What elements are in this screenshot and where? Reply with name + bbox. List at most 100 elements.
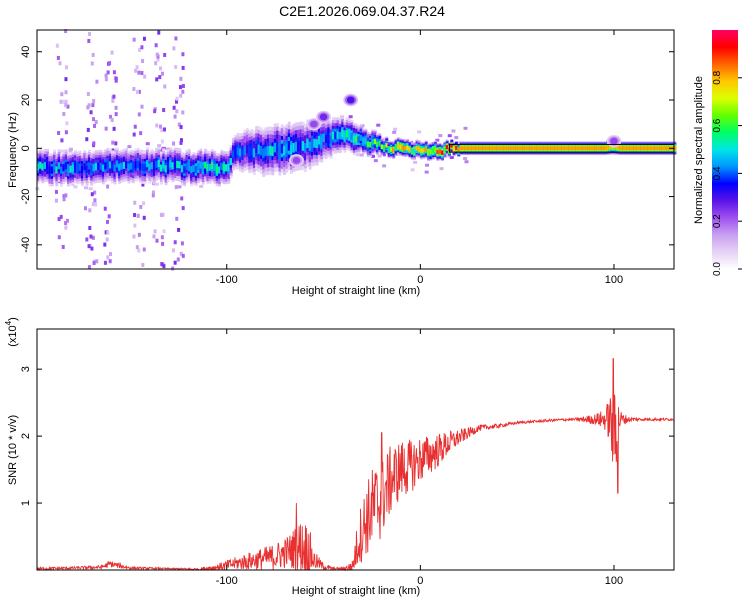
spectrogram-noise-speck bbox=[112, 126, 116, 131]
spectrogram-cell bbox=[352, 135, 356, 143]
spectrogram-band-layer bbox=[36, 93, 677, 187]
spectrogram-noise-speck bbox=[155, 52, 159, 57]
spectrogram-noise-speck bbox=[108, 259, 112, 264]
spectrogram-cell bbox=[132, 163, 135, 171]
spectrogram-noise-speck bbox=[64, 65, 68, 70]
spectrogram-cell bbox=[313, 138, 317, 148]
spectrogram-noise-speck bbox=[90, 61, 94, 66]
spectrogram-cell bbox=[492, 146, 496, 151]
colorbar-gradient bbox=[712, 30, 738, 269]
spectrogram-noise-speck bbox=[55, 43, 59, 48]
spectrogram-noise-speck bbox=[86, 105, 90, 110]
spectrogram-cell bbox=[561, 146, 565, 151]
spectrogram-cell bbox=[341, 129, 345, 137]
spectrogram-cell bbox=[208, 163, 212, 171]
spectrogram-noise-speck bbox=[137, 48, 141, 53]
spectrogram-noise-speck bbox=[64, 130, 68, 135]
spectrogram-cell bbox=[594, 146, 598, 151]
spectrogram-cell bbox=[290, 144, 293, 155]
spectrogram-cell bbox=[83, 163, 87, 171]
spectrogram-cell bbox=[429, 149, 433, 155]
spectrogram-cell bbox=[73, 162, 77, 171]
spectrogram-cell bbox=[599, 146, 602, 151]
spectrogram-cell bbox=[55, 166, 59, 174]
spectrogram-cell bbox=[85, 165, 89, 173]
spectrogram-noise-speck bbox=[454, 136, 459, 140]
spectrogram-noise-speck bbox=[174, 36, 178, 41]
spectrogram-cell bbox=[517, 146, 521, 151]
spectrogram-x-tick-label: -100 bbox=[216, 274, 238, 286]
spectrogram-cell bbox=[461, 146, 465, 151]
spectrogram-cell bbox=[408, 147, 412, 152]
spectrogram-noise-speck bbox=[110, 117, 114, 122]
spectrogram-cell bbox=[513, 146, 517, 151]
spectrogram-cell bbox=[57, 162, 61, 170]
spectrogram-cell bbox=[422, 148, 426, 153]
spectrogram-noise-speck bbox=[464, 160, 469, 164]
spectrogram-noise-speck bbox=[95, 259, 99, 264]
spectrogram-noise-speck bbox=[175, 216, 179, 221]
spectrogram-cell bbox=[362, 138, 365, 145]
spectrogram-cell bbox=[173, 160, 177, 168]
spectrogram-noise-speck bbox=[111, 98, 115, 103]
spectrogram-cell bbox=[510, 146, 514, 151]
spectrogram-noise-speck bbox=[59, 214, 63, 219]
spectrogram-cell bbox=[420, 148, 424, 153]
spectrogram-cell bbox=[310, 139, 314, 149]
spectrogram-cell bbox=[480, 146, 484, 151]
spectrogram-cell bbox=[264, 146, 268, 157]
spectrogram-noise-speck bbox=[54, 189, 58, 194]
spectrogram-cell bbox=[529, 146, 533, 151]
spectrogram-cell bbox=[606, 145, 609, 150]
spectrogram-noise-speck bbox=[159, 66, 163, 71]
spectrogram-cell bbox=[385, 143, 389, 148]
figure-title: C2E1.2026.069.04.37.R24 bbox=[279, 3, 445, 19]
spectrogram-cell bbox=[185, 162, 189, 170]
snr-scale-prefix: (x10 bbox=[7, 325, 19, 346]
spectrogram-cell bbox=[334, 131, 338, 140]
spectrogram-noise-speck bbox=[160, 262, 164, 267]
spectrogram-cell bbox=[378, 140, 382, 146]
spectrogram-cell bbox=[146, 160, 149, 168]
spectrogram-cell bbox=[520, 146, 523, 151]
spectrogram-cell bbox=[380, 144, 384, 150]
spectrogram-noise-speck bbox=[133, 68, 137, 73]
spectrogram-cell bbox=[292, 142, 296, 153]
spectrogram-noise-speck bbox=[451, 129, 456, 133]
spectrogram-cell bbox=[615, 144, 619, 150]
spectrogram-noise-speck bbox=[163, 127, 167, 132]
spectrogram-cell bbox=[410, 148, 414, 154]
spectrogram-cell bbox=[475, 146, 479, 151]
spectrogram-noise-speck bbox=[57, 131, 61, 136]
spectrogram-cell bbox=[143, 163, 147, 172]
spectrogram-cell bbox=[657, 146, 661, 151]
spectrogram-cell bbox=[575, 146, 579, 151]
spectrogram-noise-speck bbox=[109, 114, 113, 119]
spectrogram-noise-speck bbox=[103, 242, 107, 247]
colorbar-label: Normalized spectral amplitude bbox=[693, 76, 705, 224]
spectrogram-noise-speck bbox=[175, 99, 179, 104]
spectrogram-cell bbox=[157, 160, 161, 168]
spectrogram-cell bbox=[46, 161, 50, 169]
spectrogram-noise-speck bbox=[113, 148, 117, 153]
spectrogram-cell bbox=[496, 146, 500, 151]
spectrogram-noise-speck bbox=[153, 107, 157, 112]
spectrogram-cell bbox=[640, 146, 644, 151]
spectrogram-noise-speck bbox=[172, 248, 176, 253]
spectrogram-cell bbox=[250, 146, 254, 156]
colorbar-tick-label: 0.6 bbox=[712, 118, 723, 132]
spectrogram-cell bbox=[443, 147, 447, 152]
spectrogram-cell bbox=[559, 146, 563, 151]
snr-x-tick-label: 100 bbox=[605, 575, 623, 587]
spectrogram-cell bbox=[338, 132, 342, 140]
spectrogram-cell bbox=[596, 146, 600, 151]
spectrogram-noise-speck bbox=[154, 61, 158, 66]
spectrogram-cell bbox=[369, 141, 372, 148]
spectrogram-noise-speck bbox=[73, 185, 78, 189]
spectrogram-cell bbox=[464, 146, 468, 151]
spectrogram-noise-speck bbox=[142, 247, 146, 252]
spectrogram-frame bbox=[36, 29, 675, 270]
spectrogram-noise-speck bbox=[175, 96, 179, 101]
spectrogram-cell bbox=[180, 165, 184, 173]
spectrogram-cell bbox=[199, 161, 203, 169]
